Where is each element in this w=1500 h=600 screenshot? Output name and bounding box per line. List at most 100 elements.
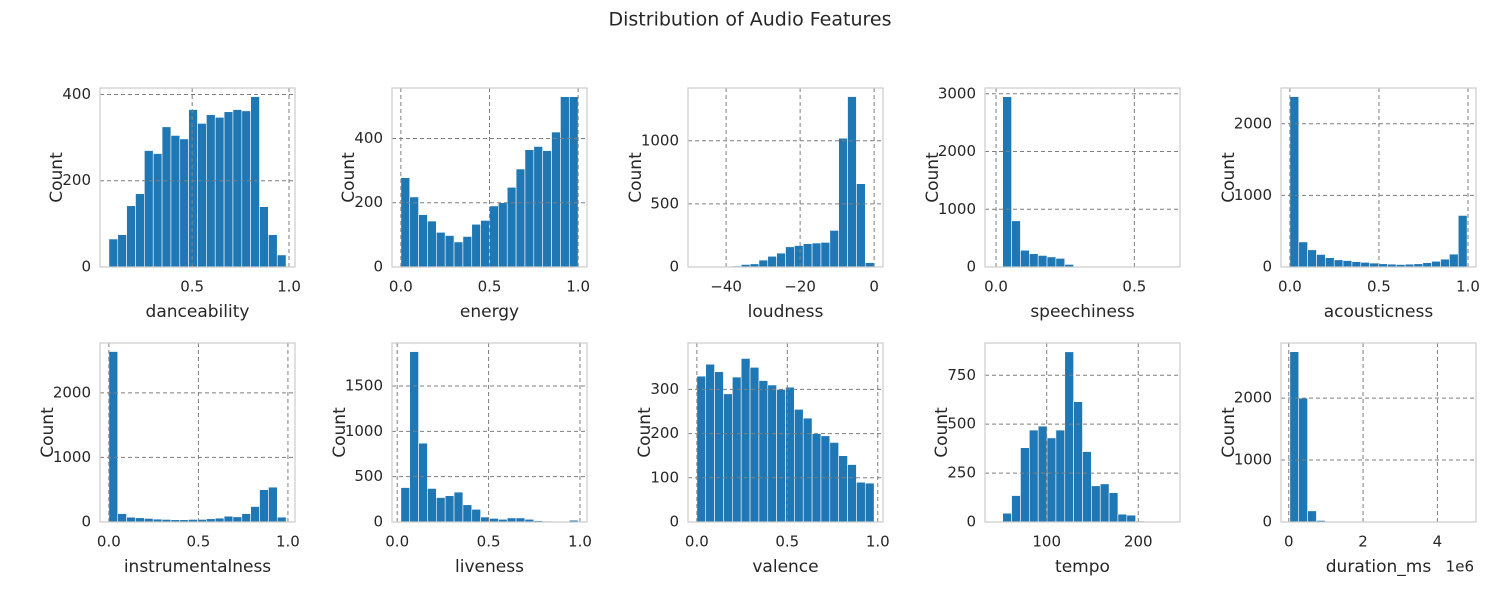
histogram-bar (820, 242, 831, 267)
histogram-bar (276, 254, 287, 267)
x-axis-label: valence (752, 557, 818, 577)
histogram-bar (1011, 495, 1021, 522)
histogram-bar (480, 220, 490, 267)
histogram-bar (758, 380, 769, 522)
histogram-bar (471, 509, 481, 522)
y-tick-label: 200 (354, 193, 383, 211)
histogram-bar (847, 464, 857, 522)
x-tick-label: 0.5 (180, 278, 204, 296)
x-tick-label: 0.0 (97, 533, 121, 551)
histogram-bar (409, 196, 419, 267)
x-tick-label: 0.0 (389, 278, 413, 296)
histogram-bar (1307, 249, 1317, 267)
histogram-bar (1126, 514, 1136, 522)
histogram-bar (1440, 258, 1450, 267)
histogram-bar (515, 517, 526, 522)
x-tick-label: 4 (1433, 533, 1443, 551)
histogram-bar (453, 241, 464, 267)
axes-frame (984, 342, 1181, 523)
axes-frame (99, 342, 296, 523)
x-tick-label: 0.5 (1122, 278, 1146, 296)
histogram-bar (250, 506, 260, 522)
histogram-bar (776, 252, 786, 267)
histogram-bar (427, 220, 437, 267)
x-tick-label: 2 (1358, 533, 1368, 551)
histogram-bar (1099, 483, 1110, 522)
histogram-bar (1351, 261, 1362, 267)
y-tick-label: 200 (650, 424, 679, 442)
subplot: 0 1000 2000 0.0 0.5 1.0 instrumentalness Count (38, 342, 300, 577)
y-tick-label: 3000 (938, 84, 976, 102)
axes-frame (391, 87, 588, 268)
histogram-bar (1342, 260, 1353, 267)
histogram-bar (794, 245, 804, 267)
histogram-bar (453, 491, 464, 522)
plot-area (993, 351, 1172, 522)
x-axis-label: duration_ms (1326, 557, 1432, 577)
plot-area (108, 96, 287, 267)
y-axis-label: Count (626, 152, 646, 203)
x-tick-label: 1.0 (277, 278, 301, 296)
histogram-bar (232, 516, 243, 522)
histogram-bar (108, 351, 119, 522)
histogram-bar (135, 193, 145, 267)
x-tick-label: 1.0 (276, 533, 300, 551)
histogram-bar (1002, 96, 1012, 267)
histogram-bar (829, 442, 839, 522)
plot-area (108, 351, 287, 522)
histogram-bar (471, 223, 481, 267)
x-tick-label: 1.0 (568, 533, 592, 551)
histogram-bar (1316, 254, 1326, 267)
histogram-bar (838, 137, 848, 267)
histogram-bar (1298, 241, 1308, 267)
y-axis-label: Count (923, 152, 943, 203)
y-tick-label: 0 (373, 513, 383, 531)
histogram-bar (206, 114, 216, 267)
histogram-bar (259, 489, 269, 522)
histogram-bar (856, 481, 866, 522)
histogram-bar (533, 146, 543, 267)
histogram-bar (152, 153, 163, 267)
subplot: 0 250 500 750 100 200 tempo Count (932, 342, 1181, 577)
histogram-bar (506, 517, 517, 522)
histogram-bar (126, 205, 136, 267)
histogram-bar (794, 408, 804, 522)
y-tick-label: 2000 (53, 383, 91, 401)
y-axis-label: Count (38, 407, 58, 458)
histogram-bar (767, 255, 777, 267)
histogram-bar (1307, 510, 1317, 522)
y-axis-label: Count (1219, 407, 1239, 458)
histogram-bar (223, 515, 234, 522)
y-tick-label: 0 (1262, 513, 1272, 531)
x-tick-label: 0.5 (186, 533, 210, 551)
histogram-bar (1073, 401, 1083, 522)
x-offset-label: 1e6 (1446, 558, 1474, 576)
axes-frame (687, 342, 884, 523)
histogram-bar (436, 497, 446, 522)
histogram-bar (223, 111, 234, 267)
y-tick-label: 1000 (938, 200, 976, 218)
y-tick-label: 100 (650, 468, 679, 486)
subplot: 0 100 200 300 0.0 0.5 1.0 valence Count (635, 342, 890, 577)
y-tick-label: 500 (354, 467, 383, 485)
histogram-bar (188, 109, 198, 267)
x-tick-label: 0.0 (385, 533, 409, 551)
histogram-bar (1002, 512, 1012, 522)
y-axis-label: Count (932, 407, 952, 458)
histogram-bar (409, 351, 419, 522)
histogram-bar (250, 96, 260, 267)
axes-frame (1280, 87, 1477, 268)
x-tick-label: 1.0 (1456, 278, 1480, 296)
x-tick-label: 0.0 (984, 278, 1008, 296)
histogram-bar (197, 123, 207, 267)
histogram-bar (214, 117, 225, 267)
histogram-bar (1091, 485, 1101, 522)
y-tick-label: 0 (81, 258, 91, 276)
histogram-bar (705, 363, 715, 522)
y-tick-label: 1000 (641, 131, 679, 149)
histogram-bar (1449, 253, 1459, 267)
histogram-bar (1064, 351, 1074, 522)
histogram-bar (276, 516, 287, 522)
histogram-bar (1422, 262, 1432, 267)
histogram-bar (1108, 492, 1119, 522)
